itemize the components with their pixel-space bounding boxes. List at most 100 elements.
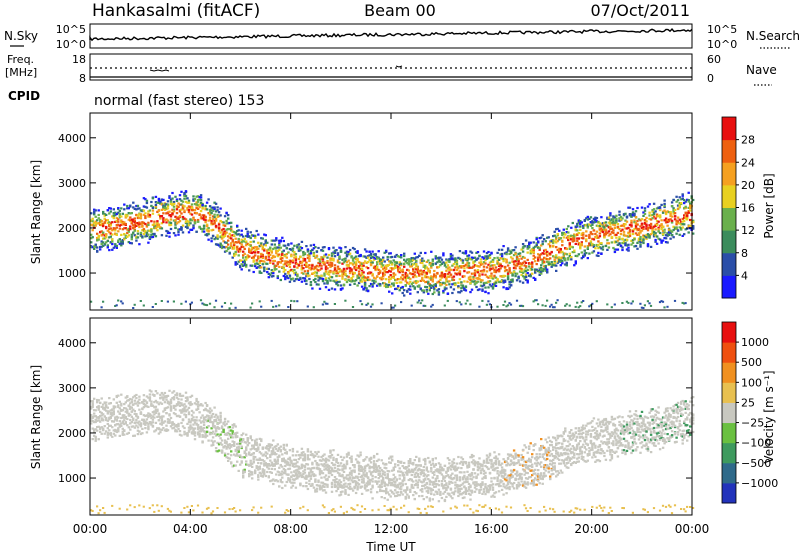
- echo-cell: [479, 258, 483, 261]
- echo-cell: [424, 276, 427, 279]
- echo-cell: [422, 289, 425, 292]
- echo-cell: [493, 276, 496, 279]
- echo-cell: [296, 244, 299, 247]
- echo-cell: [407, 269, 410, 272]
- echo-cell: [290, 253, 293, 256]
- echo-cell: [306, 265, 310, 268]
- echo-cell: [338, 270, 341, 273]
- echo-cell: [366, 278, 370, 282]
- echo-cell: [415, 268, 418, 271]
- echo-cell: [646, 235, 650, 238]
- echo-cell: [183, 433, 186, 436]
- echo-cell: [97, 408, 100, 411]
- echo-cell: [440, 273, 444, 276]
- echo-cell: [619, 215, 623, 218]
- echo-cell: [273, 458, 276, 461]
- echo-cell: [573, 250, 576, 254]
- echo-cell-low: [546, 299, 549, 302]
- echo-cell: [208, 419, 212, 422]
- echo-cell: [160, 418, 164, 421]
- echo-cell: [245, 256, 248, 259]
- echo-cell: [437, 293, 441, 296]
- echo-cell: [628, 233, 632, 236]
- echo-cell: [266, 262, 269, 265]
- echo-cell-low: [115, 304, 118, 307]
- echo-cell: [141, 209, 144, 212]
- echo-cell: [567, 256, 570, 260]
- echo-cell: [246, 242, 249, 245]
- echo-cell: [496, 269, 499, 272]
- echo-cell: [133, 421, 136, 425]
- echo-cell-low: [153, 510, 156, 513]
- echo-cell: [440, 276, 444, 279]
- echo-cell: [266, 470, 269, 474]
- echo-cell: [362, 287, 365, 291]
- echo-cell-low: [410, 304, 413, 307]
- echo-cell: [595, 217, 599, 220]
- echo-cell: [216, 213, 219, 217]
- echo-cell: [403, 252, 406, 255]
- echo-cell: [514, 267, 517, 270]
- echo-cell: [147, 233, 150, 236]
- echo-cell: [214, 429, 218, 432]
- echo-cell: [240, 456, 243, 459]
- echo-cell: [598, 227, 602, 230]
- echo-cell: [136, 429, 140, 432]
- echo-cell: [476, 265, 480, 268]
- echo-cell: [180, 411, 183, 414]
- echo-cell: [592, 238, 596, 241]
- echo-cell: [133, 410, 136, 413]
- echo-cell: [485, 255, 489, 258]
- echo-cell: [594, 220, 597, 224]
- echo-cell: [475, 285, 478, 289]
- echo-cell: [102, 212, 105, 215]
- echo-cell-low: [214, 299, 218, 302]
- echo-cell: [451, 264, 454, 267]
- echo-cell: [237, 250, 240, 253]
- echo-cell: [263, 473, 266, 476]
- echo-cell: [689, 218, 692, 222]
- echo-cell: [165, 398, 168, 401]
- echo-cell: [177, 233, 180, 236]
- echo-cell: [172, 200, 176, 204]
- echo-cell: [382, 271, 385, 274]
- echo-cell: [648, 214, 651, 217]
- echo-cell: [175, 199, 179, 202]
- echo-cell: [156, 226, 159, 229]
- echo-cell: [306, 269, 310, 272]
- echo-cell: [597, 244, 600, 247]
- echo-cell: [592, 244, 596, 247]
- echo-cell: [112, 246, 115, 249]
- echo-cell: [287, 261, 290, 264]
- echo-cell: [249, 264, 252, 267]
- echo-cell: [365, 277, 368, 280]
- echo-cell: [121, 432, 124, 435]
- echo-cell: [228, 457, 231, 460]
- echo-cell: [103, 221, 106, 224]
- echo-cell: [135, 424, 138, 427]
- echo-cell: [217, 422, 221, 425]
- echo-cell: [317, 269, 320, 272]
- echo-cell: [248, 464, 251, 467]
- echo-cell: [366, 267, 370, 270]
- echo-cell: [657, 237, 660, 240]
- echo-cell: [230, 234, 233, 237]
- echo-cell: [105, 233, 108, 236]
- echo-cell: [139, 231, 143, 234]
- echo-cell: [199, 425, 203, 428]
- echo-cell: [306, 250, 310, 253]
- echo-cell: [654, 224, 657, 228]
- echo-cell: [219, 231, 222, 234]
- echo-cell: [661, 229, 665, 233]
- echo-cell: [598, 222, 602, 225]
- echo-cell: [239, 248, 242, 251]
- echo-cell: [109, 416, 112, 420]
- echo-cell-low: [606, 303, 609, 306]
- echo-cell: [211, 425, 215, 428]
- echo-cell: [246, 230, 249, 233]
- echo-cell: [585, 224, 588, 227]
- echo-cell: [171, 197, 174, 200]
- echo-cell: [111, 240, 114, 243]
- echo-cell: [359, 274, 362, 277]
- echo-cell: [252, 240, 255, 243]
